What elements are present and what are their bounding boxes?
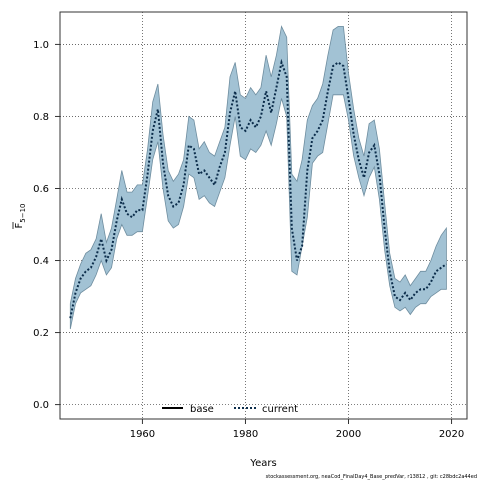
x-tick-label: 1960 [130, 429, 155, 440]
y-axis-title: F5−10 [12, 204, 27, 229]
confidence-band [69, 25, 447, 330]
legend-current-label: current [262, 404, 298, 415]
y-tick-label: 0.6 [33, 184, 49, 195]
y-tick-label: 0.4 [33, 256, 49, 267]
y-axis: 0.0 0.2 0.4 0.6 0.8 1.0 [33, 40, 60, 411]
svg-text:F5−10: F5−10 [14, 204, 27, 229]
x-axis-title: Years [249, 458, 276, 469]
confidence-band-layer [69, 25, 447, 330]
grid [60, 12, 467, 419]
y-tick-label: 0.0 [33, 400, 49, 411]
y-tick-label: 0.8 [33, 112, 49, 123]
x-tick-label: 2020 [439, 429, 464, 440]
x-tick-label: 1980 [233, 429, 258, 440]
footnote: stockassessment.org, neaCod_FinalDay4_Ba… [266, 474, 477, 480]
legend: base current [162, 404, 298, 415]
series-lines [69, 58, 447, 319]
y-axis-title-sub: 5−10 [19, 204, 27, 223]
current-series-line [69, 58, 447, 319]
plot-frame [59, 11, 468, 420]
y-tick-label: 0.2 [33, 328, 49, 339]
legend-base-label: base [190, 404, 214, 415]
y-axis-title-main: F [14, 223, 25, 229]
y-tick-label: 1.0 [33, 40, 49, 51]
x-tick-label: 2000 [336, 429, 361, 440]
x-axis: 1960 1980 2000 2020 [130, 419, 464, 440]
